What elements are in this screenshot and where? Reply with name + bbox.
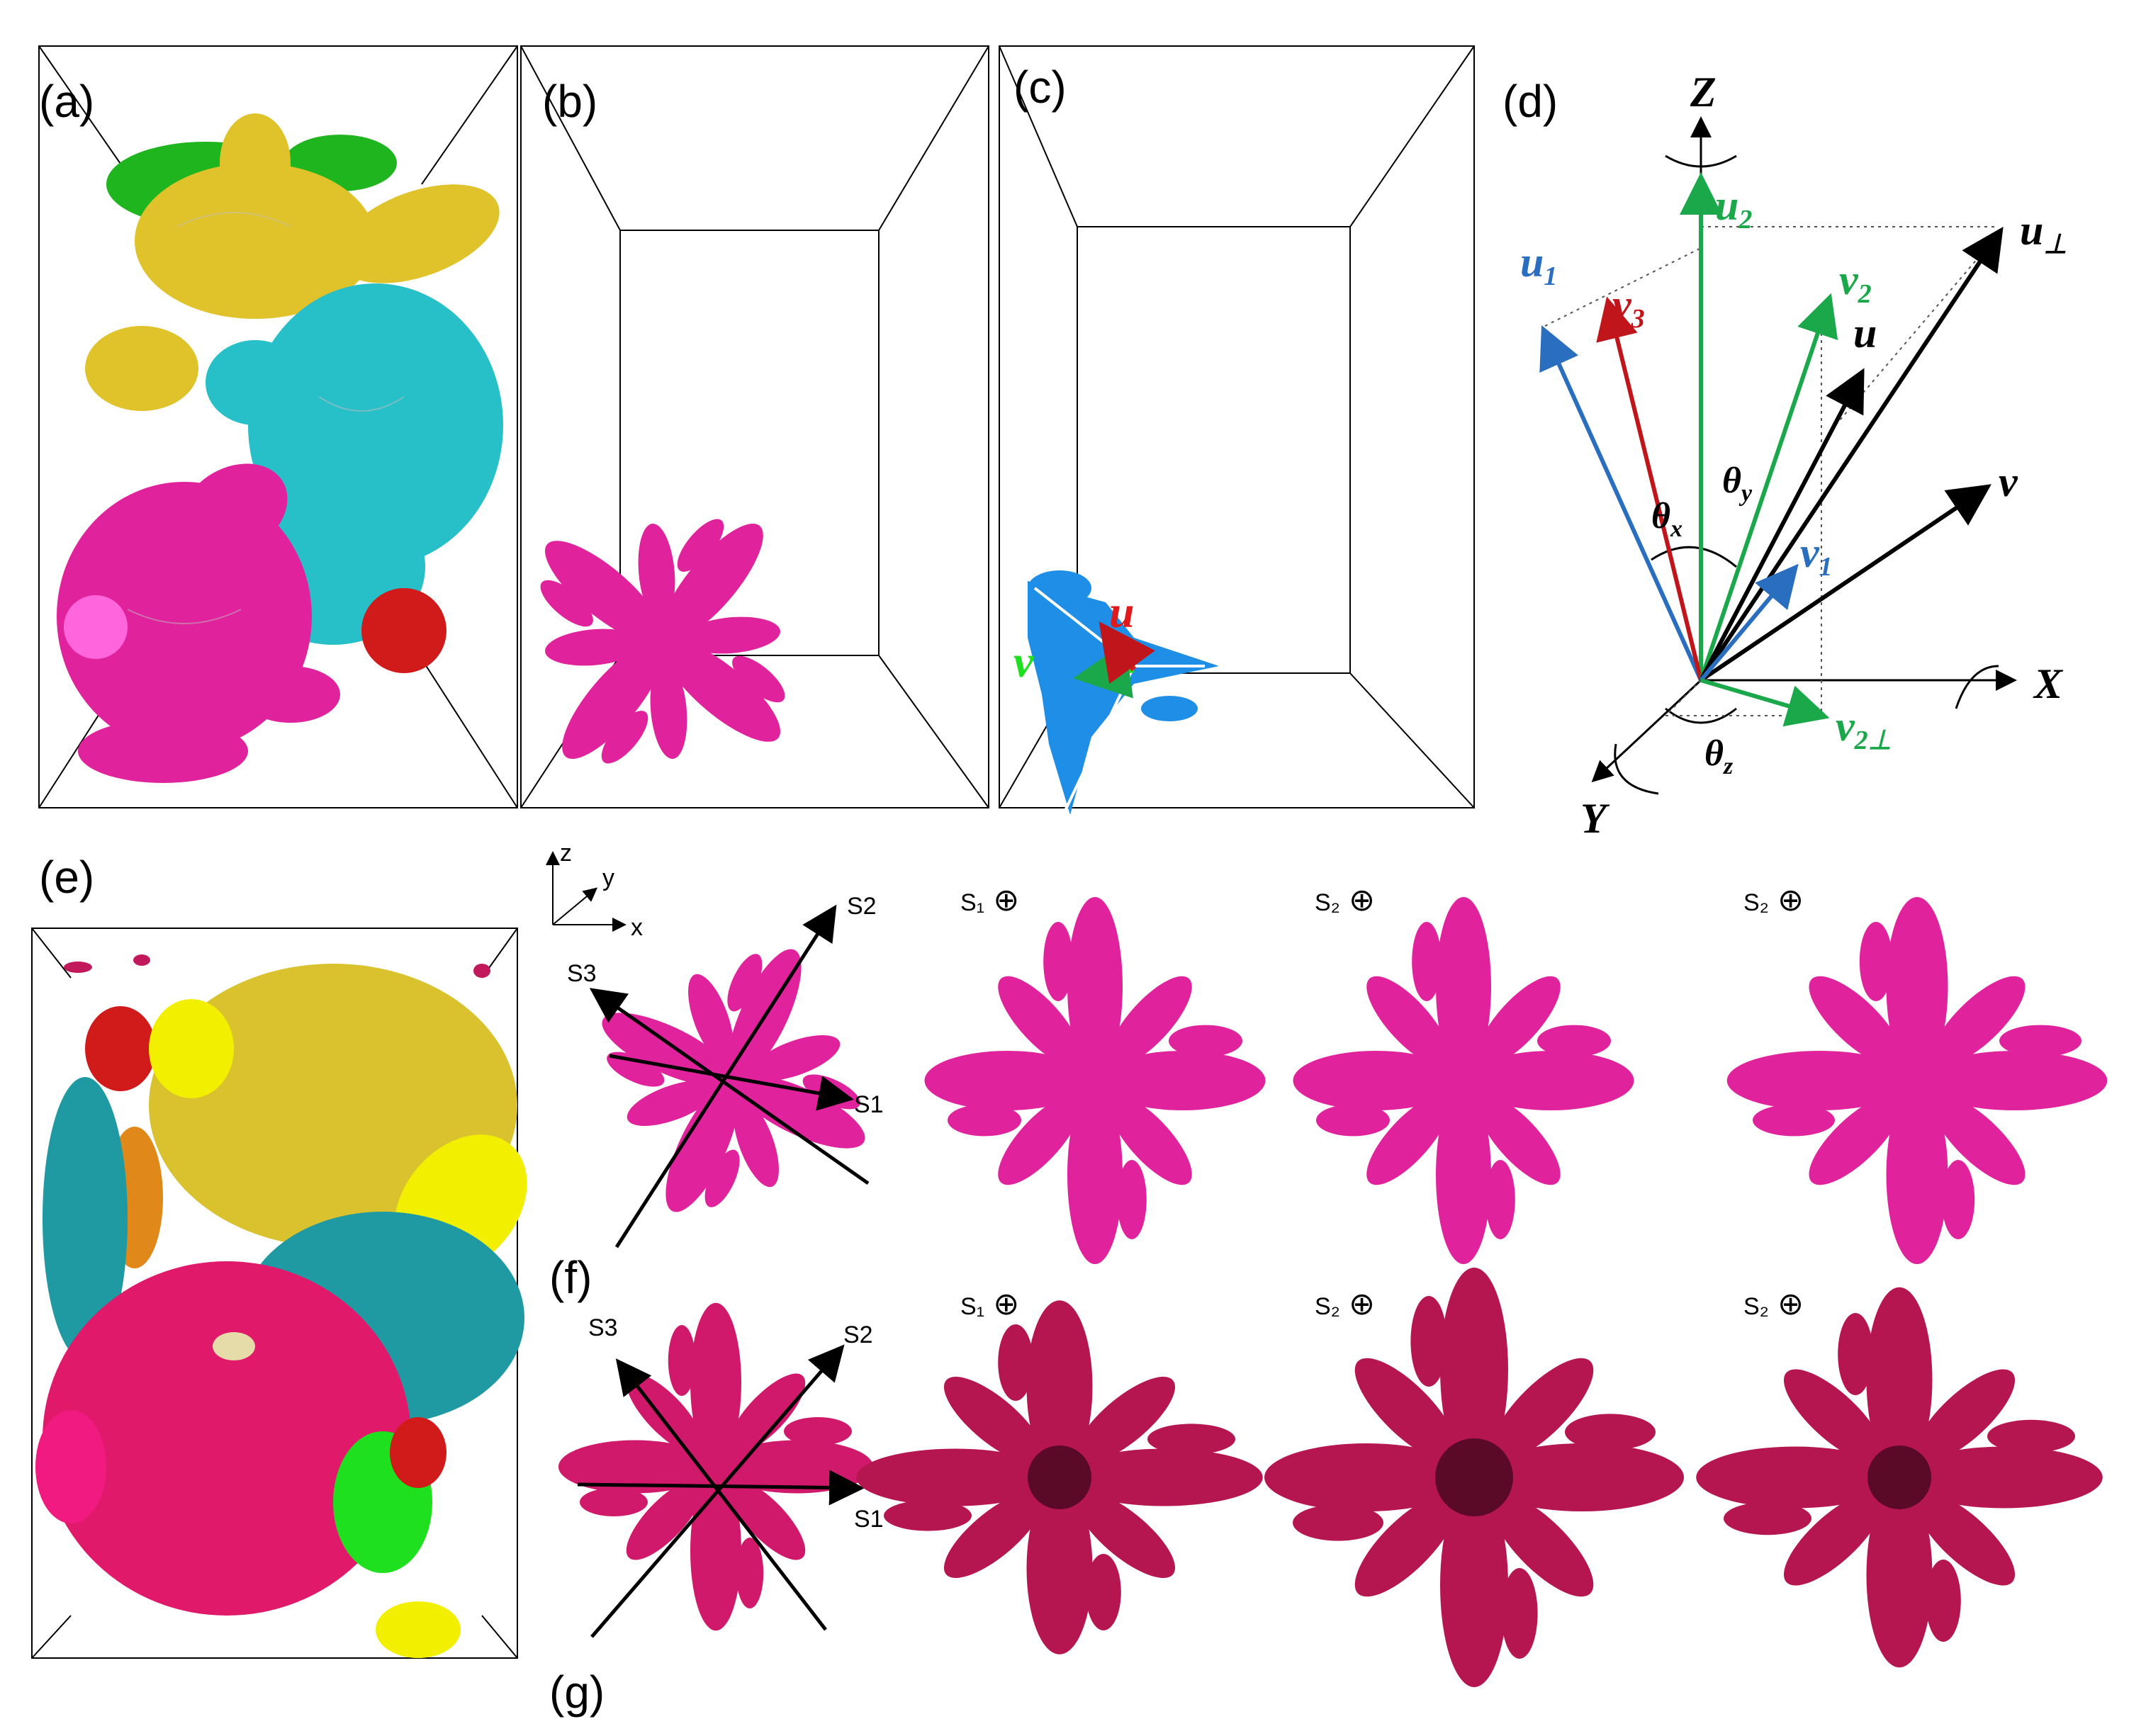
row-g-s2: S2 — [843, 1321, 873, 1348]
label-u: u — [1853, 310, 1877, 356]
panel-c-label: (c) — [1013, 62, 1067, 113]
row-g-s3: S3 — [588, 1314, 618, 1341]
panel-e-label: (e) — [39, 852, 94, 903]
row-f-s1: S1 — [854, 1091, 884, 1118]
panel-d-rotation-arcs — [1614, 154, 1999, 795]
row-f-view-3: S₂ ⊕ — [1743, 883, 1804, 918]
row-f-s2: S2 — [847, 893, 877, 920]
row-g-dendrite-3 — [1264, 1268, 1684, 1687]
row-g-view-3: S₂ ⊕ — [1743, 1287, 1804, 1321]
panel-c-slice — [1028, 570, 1219, 815]
panel-e: (e) — [31, 852, 527, 1659]
row-f-s3: S3 — [567, 960, 597, 987]
label-u-perp: u⊥ — [2020, 207, 2067, 259]
row-g-dendrite-4 — [1696, 1287, 2103, 1668]
panel-c-box — [999, 45, 1475, 808]
row-g-s1: S1 — [854, 1506, 884, 1533]
label-v2-perp: v2⊥ — [1836, 703, 1892, 755]
panel-a: (a) — [38, 45, 518, 808]
panel-b-box — [520, 45, 989, 808]
label-theta-z: θz — [1704, 733, 1734, 779]
small-axis-z: z — [560, 840, 572, 867]
label-v: v — [1999, 458, 2018, 505]
vector-v — [1700, 484, 1991, 682]
panel-a-grains — [57, 113, 503, 783]
row-f-dendrite-4 — [1726, 897, 2108, 1264]
row-g-arrows — [577, 1344, 865, 1638]
row-f-arrows — [589, 904, 870, 1249]
small-axis-y: y — [602, 864, 614, 891]
row-g-view-2: S₂ ⊕ — [1315, 1287, 1375, 1321]
row-g: S2 S3 S1 S₁ ⊕ S₂ ⊕ S₂ ⊕ (g) — [549, 1268, 2103, 1718]
red-grain — [361, 588, 446, 673]
axis-z-label: Z — [1690, 69, 1717, 115]
panel-b: (b) — [450, 45, 989, 854]
panel-e-grains — [35, 954, 527, 1658]
panel-c: u v (c) — [999, 45, 1475, 816]
vector-u1 — [1539, 325, 1703, 682]
row-g-dendrite-1 — [558, 1302, 873, 1631]
label-theta-x: θx — [1651, 496, 1682, 542]
panel-d-axes — [1591, 116, 2017, 783]
axis-y-label: Y — [1580, 795, 1610, 842]
small-axes: z y x — [546, 840, 643, 941]
label-v3: v3 — [1612, 281, 1645, 334]
label-v1: v1 — [1800, 529, 1833, 582]
panel-b-dendrite — [450, 429, 875, 854]
row-g-dendrite-2 — [856, 1300, 1263, 1655]
panel-f-label: (f) — [549, 1252, 592, 1303]
panel-b-label: (b) — [542, 76, 597, 127]
row-f-view-2: S₂ ⊕ — [1315, 883, 1375, 918]
label-u1: u1 — [1520, 239, 1557, 291]
row-f-dendrite-3 — [1293, 897, 1634, 1264]
vector-v1 — [1699, 563, 1799, 682]
panel-g-label: (g) — [549, 1667, 605, 1718]
row-f-dendrite-2 — [924, 897, 1266, 1264]
label-u2: u2 — [1715, 182, 1752, 235]
panel-c-v-label: v — [1013, 636, 1034, 687]
panel-d-label: (d) — [1502, 76, 1558, 127]
vector-u-perp — [1699, 227, 2004, 682]
row-f-view-1: S₁ ⊕ — [960, 883, 1019, 918]
panel-a-label: (a) — [39, 76, 94, 127]
row-g-view-1: S₁ ⊕ — [960, 1287, 1019, 1321]
axis-x-label: X — [2033, 660, 2064, 707]
vector-v2 — [1699, 293, 1838, 681]
panel-d: (d) — [1502, 69, 2067, 842]
label-v2: v2 — [1839, 257, 1872, 309]
row-f-dendrite-1 — [541, 889, 926, 1273]
vector-u — [1699, 368, 1865, 682]
label-theta-y: θy — [1722, 461, 1753, 507]
row-f: S2 S3 S1 S₁ ⊕ S₂ ⊕ S₂ ⊕ (f) — [541, 883, 2108, 1303]
vector-v2-perp — [1700, 678, 1830, 727]
small-axis-x: x — [631, 914, 643, 941]
panel-c-u-label: u — [1109, 587, 1135, 637]
panel-c-u-arrow — [1099, 621, 1155, 684]
vector-v3 — [1596, 296, 1703, 681]
